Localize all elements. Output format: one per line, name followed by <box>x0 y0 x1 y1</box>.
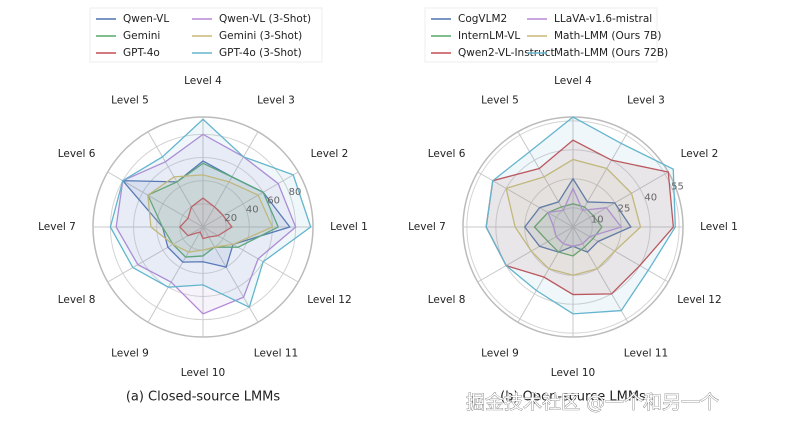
axis-label: Level 4 <box>184 75 222 87</box>
r-tick-label: 40 <box>246 204 259 215</box>
axis-label: Level 9 <box>111 347 149 359</box>
r-tick-label: 25 <box>618 204 631 215</box>
axis-label: Level 5 <box>481 95 519 107</box>
axis-label: Level 2 <box>681 148 719 160</box>
legend-label: Gemini <box>123 30 160 42</box>
axis-label: Level 4 <box>554 75 592 87</box>
spoke <box>147 131 204 228</box>
chart-caption: (b) Open-source LMMs <box>500 390 646 405</box>
spoke <box>517 131 574 228</box>
spoke <box>477 171 574 228</box>
legend-label: GPT-4o <box>123 47 160 59</box>
axis-label: Level 9 <box>481 347 519 359</box>
spoke <box>517 226 574 323</box>
axis-label: Level 2 <box>311 148 349 160</box>
r-tick-label: 55 <box>671 182 684 193</box>
radar-area <box>523 177 632 253</box>
spoke <box>572 171 669 228</box>
radar-area <box>485 116 676 315</box>
axis-label: Level 11 <box>254 347 298 359</box>
axis-label: Level 12 <box>307 294 351 306</box>
legend-label: Math-LMM (Ours 7B) <box>554 30 661 42</box>
radar-area <box>147 174 274 253</box>
spoke <box>202 226 299 283</box>
radar-area <box>178 197 233 240</box>
chart-caption: (a) Closed-source LMMs <box>126 390 281 405</box>
axis-label: Level 7 <box>408 221 446 233</box>
spoke <box>202 131 259 228</box>
axis-label: Level 8 <box>58 294 96 306</box>
spoke <box>572 226 629 323</box>
spoke <box>147 226 204 323</box>
legend-label: InternLM-VL <box>458 30 520 42</box>
legend-label: Math-LMM (Ours 72B) <box>554 47 668 59</box>
legend-label: CogVLM2 <box>458 13 507 25</box>
axis-label: Level 6 <box>58 148 96 160</box>
axis-label: Level 1 <box>700 221 738 233</box>
legend-label: Gemini (3-Shot) <box>219 30 302 42</box>
axis-label: Level 8 <box>428 294 466 306</box>
axis-label: Level 6 <box>428 148 466 160</box>
radar-area <box>109 118 312 309</box>
spoke <box>107 226 204 283</box>
r-tick-label: 60 <box>267 196 280 207</box>
axis-label: Level 11 <box>624 347 668 359</box>
spoke <box>572 131 629 228</box>
legend-label: Qwen-VL <box>123 13 169 25</box>
radar-area <box>505 158 642 276</box>
axis-label: Level 3 <box>627 95 665 107</box>
axis-label: Level 5 <box>111 95 149 107</box>
spoke <box>572 226 669 283</box>
radar-area <box>533 203 603 257</box>
r-tick-label: 40 <box>644 193 657 204</box>
legend-label: Qwen-VL (3-Shot) <box>219 13 311 25</box>
axis-label: Level 1 <box>330 221 368 233</box>
spoke <box>477 226 574 283</box>
r-tick-label: 20 <box>224 213 237 224</box>
legend-label: GPT-4o (3-Shot) <box>219 47 302 59</box>
legend-label: Qwen2-VL-Instruct <box>458 47 555 59</box>
axis-label: Level 3 <box>257 95 295 107</box>
spoke <box>202 171 299 228</box>
watermark: 掘金技术社区 @一个和另一个 <box>466 392 719 414</box>
axis-label: Level 10 <box>181 367 225 379</box>
radar-area <box>547 186 623 247</box>
axis-label: Level 10 <box>551 367 595 379</box>
axis-label: Level 12 <box>677 294 721 306</box>
axis-label: Level 7 <box>38 221 76 233</box>
r-tick-label: 10 <box>591 215 604 226</box>
legend-label: LLaVA-v1.6-mistral <box>554 13 652 25</box>
r-tick-label: 80 <box>289 187 302 198</box>
